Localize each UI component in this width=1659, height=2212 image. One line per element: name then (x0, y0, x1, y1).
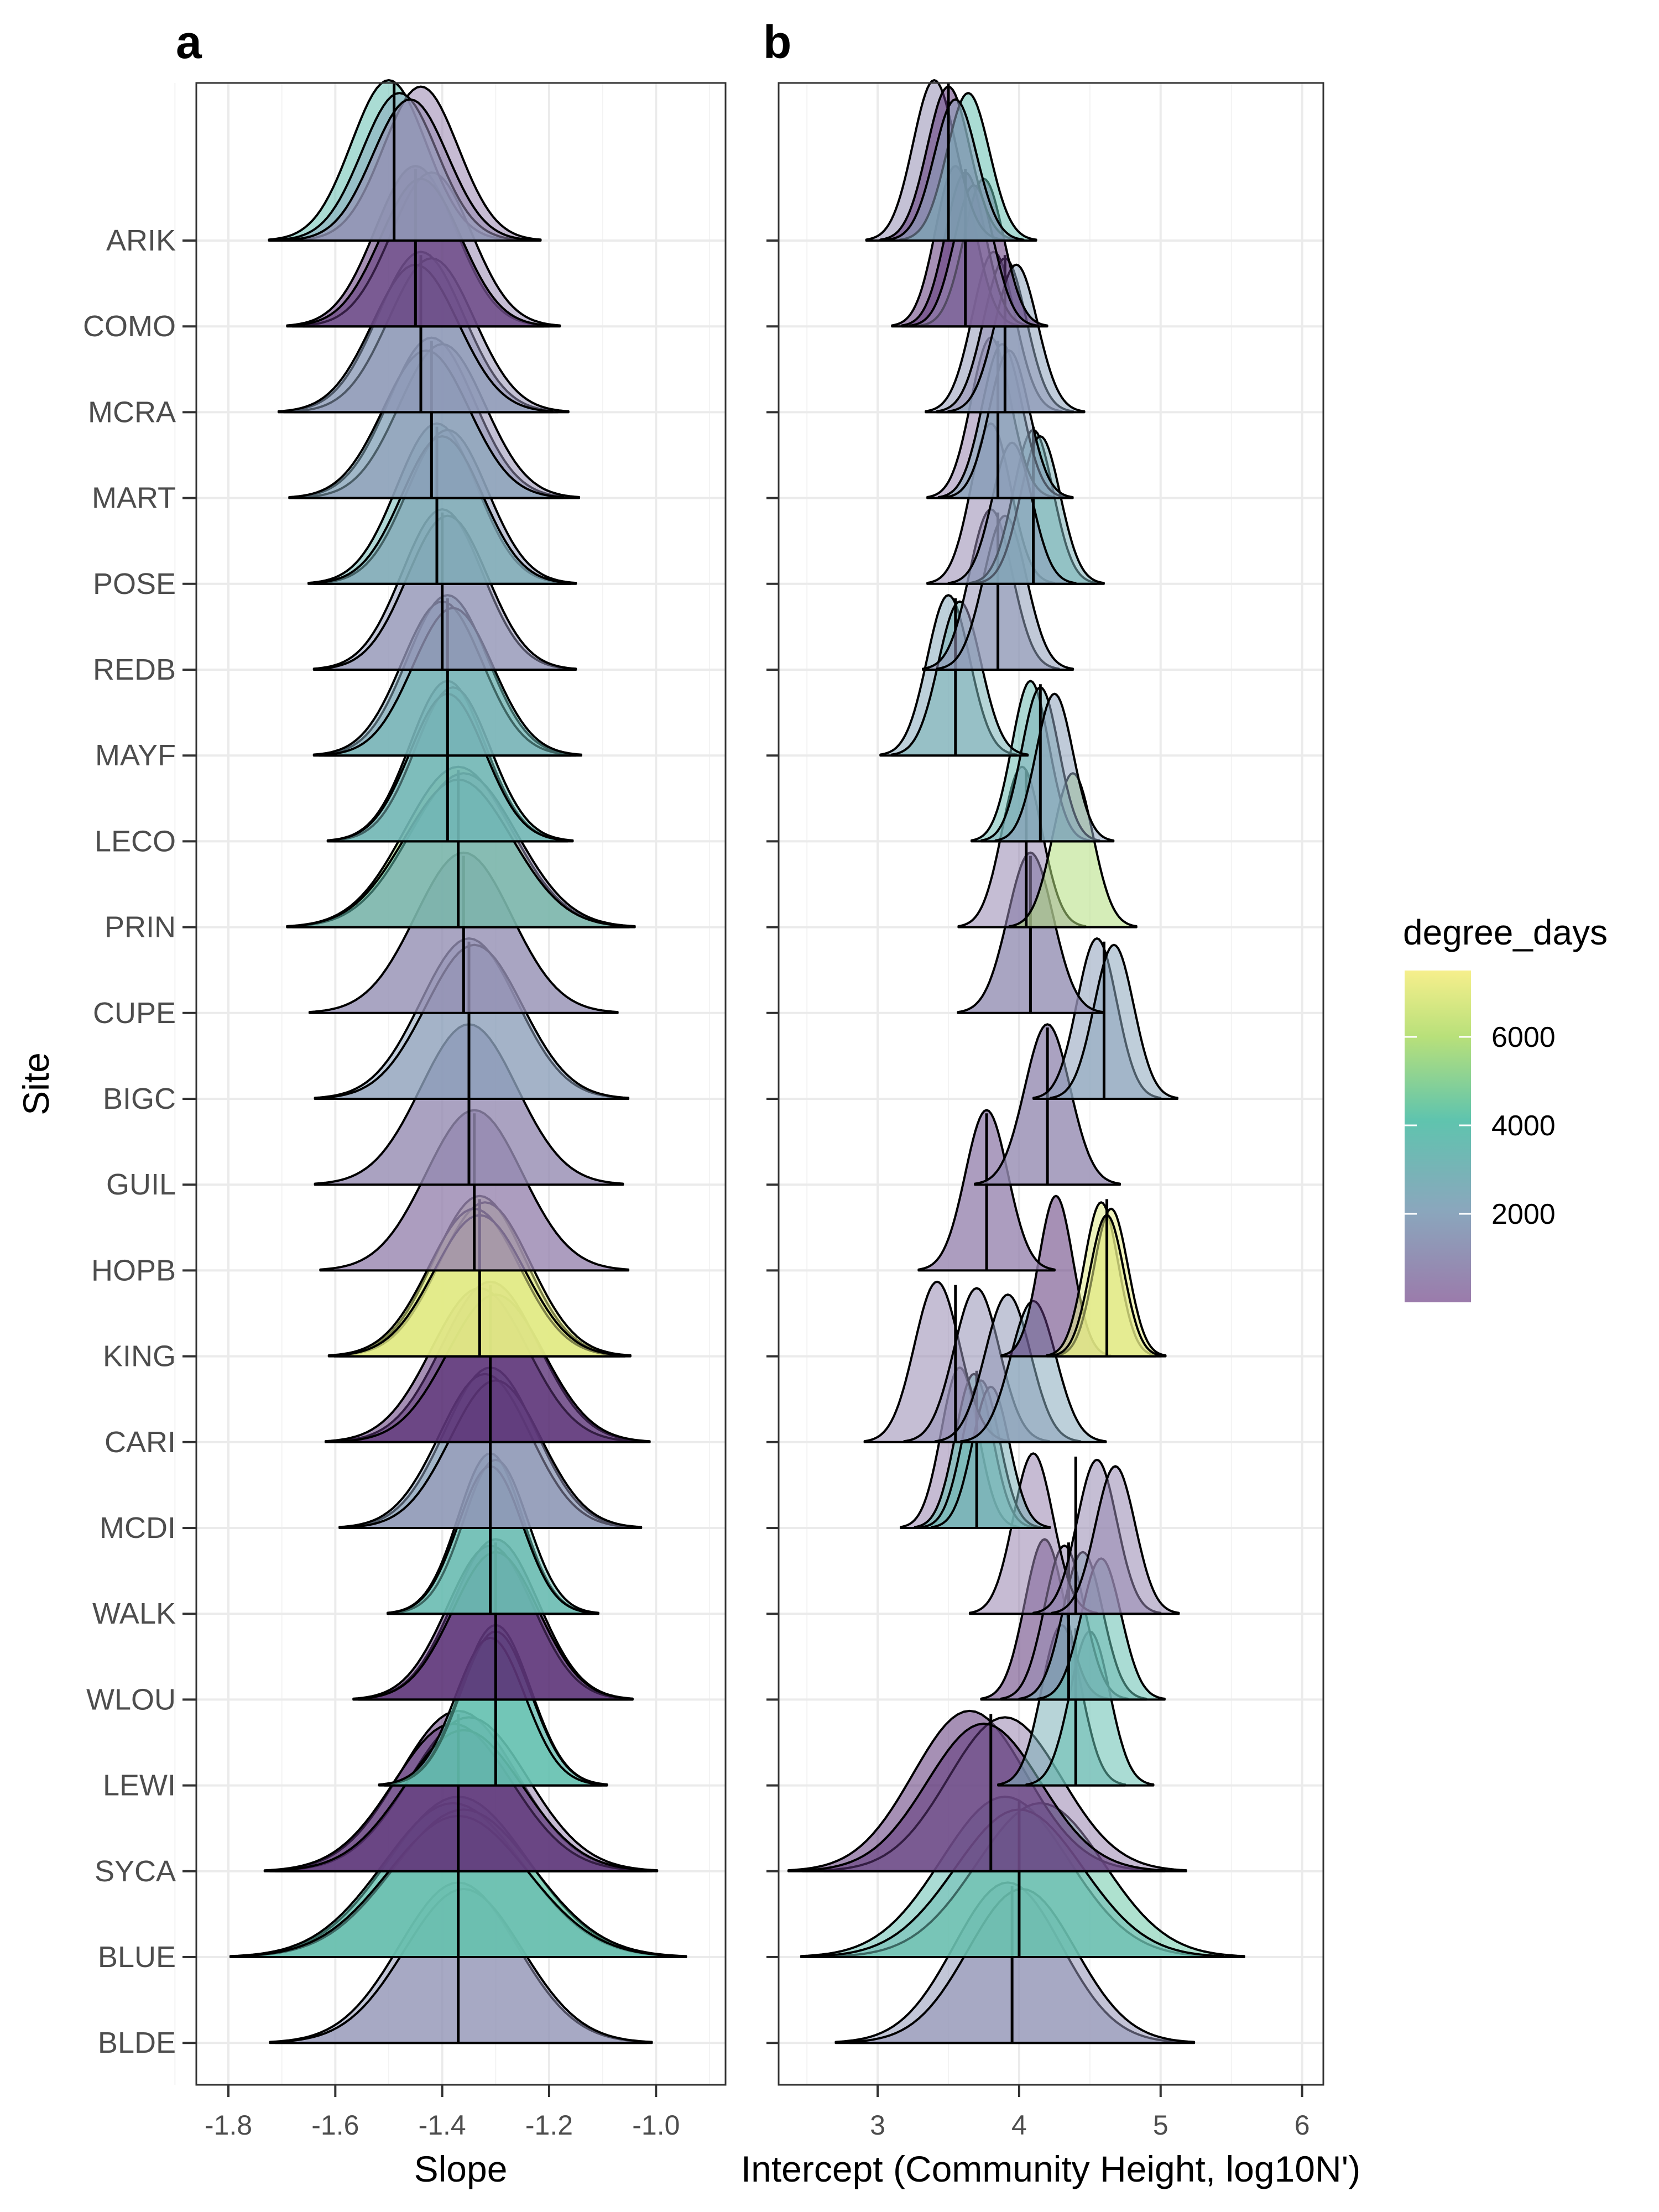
x-tick-label-a: -1.4 (419, 2110, 466, 2141)
site-label-bigc: BIGC (103, 1082, 176, 1115)
density-ridge-mayf (890, 600, 1029, 757)
panel-b-y-ticks (766, 239, 779, 2044)
x-tick-label-b: 6 (1295, 2110, 1310, 2141)
panel-a-border (195, 82, 727, 2086)
density-ridge-arik (886, 98, 1025, 242)
site-label-syca: SYCA (95, 1855, 176, 1888)
site-label-cupe: CUPE (93, 997, 176, 1030)
density-ridge-syca (801, 1723, 1166, 1872)
y-axis-title: Site (15, 1052, 56, 1115)
site-label-mcra: MCRA (88, 395, 176, 429)
panel-b-border (778, 82, 1324, 2086)
x-tick-label-b: 5 (1153, 2110, 1168, 2141)
panel-b-label: b (763, 16, 791, 68)
site-label-king: KING (103, 1340, 176, 1373)
legend-tick-label: 2000 (1491, 1198, 1556, 1230)
legend-ticks: 6000 4000 2000 (1405, 1021, 1556, 1230)
x-axis-title-a: Slope (414, 2148, 508, 2189)
panel-a-ridges (229, 79, 687, 2044)
density-ridge-leco (994, 692, 1115, 843)
x-tick-label-a: -1.6 (311, 2110, 359, 2141)
x-tick-label-a: -1.0 (632, 2110, 680, 2141)
site-label-leco: LECO (95, 825, 176, 858)
density-ridge-walk (1051, 1465, 1180, 1615)
site-label-mayf: MAYF (95, 739, 176, 772)
panel-b: 3 4 5 6 Intercept (Community Height, log10N… (741, 79, 1360, 2189)
panel-b-grid (779, 83, 1323, 2085)
site-label-blue: BLUE (98, 1940, 176, 1974)
site-label-mart: MART (92, 482, 176, 515)
site-label-walk: WALK (92, 1597, 176, 1630)
site-label-wlou: WLOU (86, 1683, 176, 1716)
x-tick-label-b: 4 (1011, 2110, 1027, 2141)
density-ridge-bigc (1049, 943, 1178, 1100)
x-tick-label-a: -1.8 (205, 2110, 252, 2141)
x-tick-label-a: -1.2 (525, 2110, 573, 2141)
legend-title: degree_days (1403, 912, 1608, 952)
site-label-arik: ARIK (106, 224, 176, 257)
panel-a-label: a (176, 16, 202, 68)
panel-a: ARIK COMO MCRA MART POSE REDB MAYF LECO PRIN CUPE… (15, 79, 727, 2189)
panel-b-x-axis: 3 4 5 6 (870, 2085, 1310, 2141)
color-legend: degree_days 6000 4000 2000 (1403, 912, 1608, 1302)
site-label-redb: REDB (93, 653, 176, 686)
site-labels: ARIK COMO MCRA MART POSE REDB MAYF LECO PRIN CUPE… (83, 224, 196, 2059)
density-ridge-mcra (947, 263, 1086, 414)
x-tick-label-b: 3 (870, 2110, 885, 2141)
site-label-prin: PRIN (105, 911, 176, 944)
panel-a-x-axis: -1.8 -1.6 -1.4 -1.2 -1.0 (205, 2085, 680, 2141)
site-label-lewi: LEWI (103, 1769, 176, 1802)
legend-tick-label: 6000 (1491, 1021, 1556, 1053)
site-label-hopb: HOPB (91, 1254, 176, 1287)
site-label-blde: BLDE (98, 2026, 176, 2059)
legend-colorbar (1405, 971, 1471, 1302)
density-ridge-arik (289, 98, 531, 242)
site-label-mcdi: MCDI (100, 1511, 176, 1545)
site-label-cari: CARI (105, 1426, 176, 1459)
legend-tick-label: 4000 (1491, 1110, 1556, 1142)
site-label-pose: POSE (93, 567, 176, 601)
x-axis-title-b: Intercept (Community Height, log10N') (741, 2148, 1360, 2189)
panel-b-ridges (787, 79, 1245, 2044)
site-label-guil: GUIL (106, 1168, 176, 1201)
site-label-como: COMO (83, 310, 176, 343)
